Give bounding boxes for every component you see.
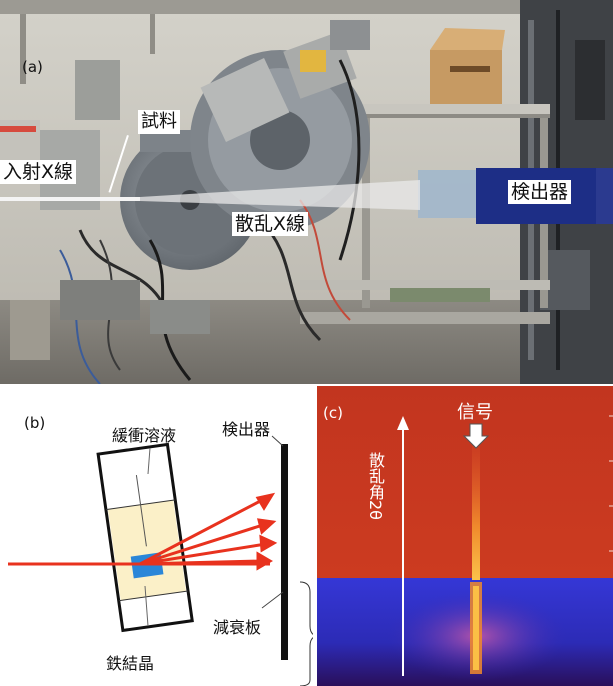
detector-label: 検出器 <box>508 180 572 204</box>
incident-xray-label: 入射X線 <box>0 160 77 184</box>
signal-label: 信号 <box>457 402 493 423</box>
iron-crystal-label: 鉄結晶 <box>106 654 155 673</box>
schematic-diagram <box>8 435 313 686</box>
buffer-solution-label: 緩衝溶液 <box>112 426 177 445</box>
detector-image-panel: (c) 信号 散乱角2θ <box>317 386 613 686</box>
panel-c-tag: (c) <box>323 404 343 422</box>
scattering-angle-label: 散乱角2θ <box>366 452 385 520</box>
detector-image <box>317 386 613 686</box>
experiment-photo: (a) 試料 入射X線 散乱X線 検出器 <box>0 0 613 384</box>
attenuator-label: 減衰板 <box>213 618 262 637</box>
schematic-detector-label: 検出器 <box>222 420 271 439</box>
photo-illustration <box>0 0 613 384</box>
sample-label: 試料 <box>138 110 180 134</box>
panel-divider <box>0 384 613 386</box>
detector-bar <box>281 444 288 660</box>
scattered-xray-label: 散乱X線 <box>232 212 309 236</box>
panel-b-tag: (b) <box>24 414 46 432</box>
panel-a-tag: (a) <box>22 58 43 76</box>
schematic-panel: (b) 緩衝溶液 検出器 減衰板 鉄結晶 <box>0 386 313 686</box>
